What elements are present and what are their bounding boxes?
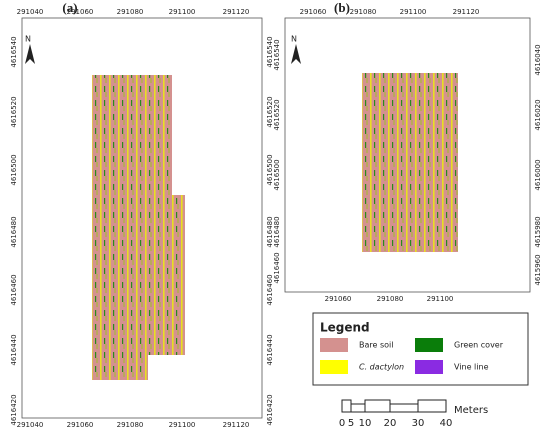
right-tick-label: 4616480: [266, 216, 274, 247]
right-tick-label: 4616420: [266, 394, 274, 425]
top-tick-label: 291080: [117, 8, 144, 16]
bottom-tick-label: 291100: [427, 295, 454, 303]
right-tick-label: 4616440: [266, 334, 274, 365]
right-tick-label: 4616540: [266, 36, 274, 67]
left-tick-label: 4616500: [273, 159, 281, 190]
map-frame: [21, 17, 263, 419]
right-tick-label: 4616500: [266, 154, 274, 185]
bottom-tick-label: 291060: [67, 421, 94, 429]
scale-label: 5: [348, 418, 354, 429]
legend-title: Legend: [320, 321, 370, 335]
left-tick-label: 4616500: [10, 154, 18, 185]
right-tick-label: 4616000: [534, 159, 542, 190]
legend-swatch: [320, 338, 348, 352]
left-tick-label: 4616420: [10, 394, 18, 425]
scale-segment: [417, 399, 447, 413]
north-arrow: [291, 44, 301, 64]
orthomosaic-a: [92, 75, 185, 380]
right-tick-label: 4615960: [534, 254, 542, 285]
left-tick-label: 4616480: [10, 216, 18, 247]
orthomosaic-b: [362, 73, 458, 252]
scale-unit: Meters: [454, 405, 488, 416]
bottom-tick-label: 291080: [117, 421, 144, 429]
scale-segment: [350, 403, 366, 413]
bottom-tick-label: 291080: [377, 295, 404, 303]
scale-label: 30: [412, 418, 425, 429]
legend-swatch: [320, 360, 348, 374]
scale-label: 20: [384, 418, 397, 429]
scale-segment: [364, 399, 391, 413]
scale-label: 10: [359, 418, 372, 429]
left-tick-label: 4616460: [273, 252, 281, 283]
north-arrow: [25, 44, 35, 64]
north-label: N: [25, 35, 31, 44]
top-tick-label: 291120: [453, 8, 480, 16]
bottom-tick-label: 291040: [17, 421, 44, 429]
right-tick-label: 4615980: [534, 216, 542, 247]
left-tick-label: 4616540: [10, 36, 18, 67]
top-tick-label: 291060: [67, 8, 94, 16]
scale-segment: [389, 403, 419, 413]
top-tick-label: 291100: [169, 8, 196, 16]
right-tick-label: 4616020: [534, 99, 542, 130]
left-tick-label: 4616520: [273, 99, 281, 130]
legend-swatch: [415, 360, 443, 374]
north-label: N: [291, 35, 297, 44]
right-tick-label: 4616460: [266, 274, 274, 305]
left-tick-label: 4616460: [10, 274, 18, 305]
scale-label: 40: [440, 418, 453, 429]
top-tick-label: 291080: [350, 8, 377, 16]
top-tick-label: 291040: [17, 8, 44, 16]
bottom-tick-label: 291060: [325, 295, 352, 303]
panel-label: (a): [62, 0, 77, 15]
legend-swatch: [415, 338, 443, 352]
scale-segment: [341, 399, 352, 413]
scale-label: 0: [339, 418, 345, 429]
top-tick-label: 291060: [300, 8, 327, 16]
legend-label: Green cover: [454, 341, 504, 350]
top-tick-label: 291120: [223, 8, 250, 16]
map-frame: [284, 17, 531, 293]
left-tick-label: 4616440: [10, 334, 18, 365]
left-tick-label: 4616520: [10, 96, 18, 127]
bottom-tick-label: 291120: [223, 421, 250, 429]
top-tick-label: 291100: [400, 8, 427, 16]
panel-label: (b): [334, 0, 350, 15]
legend-label: C. dactylon: [359, 363, 404, 372]
bottom-tick-label: 291100: [169, 421, 196, 429]
left-tick-label: 4616540: [273, 39, 281, 70]
legend-label: Vine line: [454, 363, 489, 372]
left-tick-label: 4616480: [273, 216, 281, 247]
right-tick-label: 4616520: [266, 96, 274, 127]
legend-label: Bare soil: [359, 341, 393, 350]
right-tick-label: 4616040: [534, 44, 542, 75]
